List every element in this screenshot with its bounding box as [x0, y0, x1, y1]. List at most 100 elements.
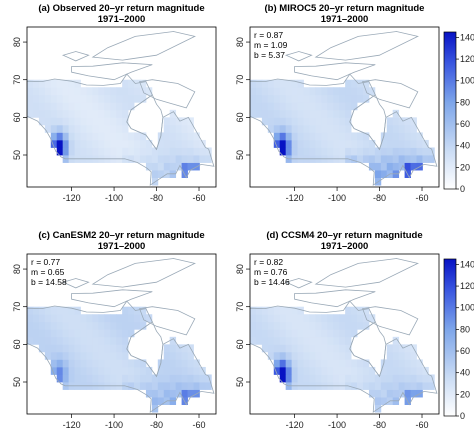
grid-cell [422, 382, 429, 390]
grid-cell [44, 124, 52, 133]
grid-cell [74, 336, 81, 345]
grid-cell [44, 321, 52, 330]
grid-cell [303, 321, 310, 330]
grid-cell [279, 329, 287, 338]
grid-cell [157, 382, 165, 390]
grid-cell [291, 359, 298, 368]
grid-cell [380, 374, 388, 383]
grid-cell [32, 102, 40, 111]
grid-cell [404, 374, 411, 383]
grid-cell [92, 344, 99, 353]
grid-cell [345, 79, 352, 88]
grid-cell [297, 139, 304, 148]
grid-cell [134, 87, 141, 96]
grid-cell [392, 162, 400, 171]
grid-cell [80, 132, 87, 141]
grid-cell [327, 139, 334, 148]
grid-cell [398, 382, 405, 390]
grid-cell [110, 117, 117, 126]
grid-cell [128, 79, 135, 88]
grid-cell [169, 359, 177, 368]
grid-cell [110, 314, 117, 323]
grid-cell [285, 139, 293, 148]
x-tick-label: -120 [286, 420, 304, 430]
grid-cell [175, 162, 182, 171]
grid-cell [255, 314, 263, 323]
grid-cell [416, 132, 423, 141]
grid-cell [285, 79, 293, 88]
panel-title: (a) Observed 20–yr return magnitude [38, 3, 204, 14]
grid-cell [333, 147, 340, 156]
grid-cell [309, 124, 316, 133]
grid-cell [386, 155, 394, 163]
grid-cell [345, 139, 352, 148]
grid-cell [327, 321, 334, 330]
grid-cell [261, 102, 269, 111]
grid-cell [175, 389, 182, 398]
grid-cell [86, 329, 93, 338]
grid-cell [261, 336, 269, 345]
arctic-island-outline [294, 289, 376, 308]
grid-cell [250, 321, 257, 330]
grid-cell [104, 102, 111, 111]
grid-cell [273, 109, 281, 118]
grid-cell [339, 374, 346, 383]
grid-cell [163, 162, 171, 171]
x-tick-label: -60 [416, 420, 429, 430]
grid-cell [80, 117, 87, 126]
grid-cell [297, 351, 304, 360]
grid-cell [273, 359, 281, 368]
grid-cell [151, 147, 159, 156]
grid-cell [315, 87, 322, 96]
grid-cell [279, 344, 287, 353]
grid-cell [392, 155, 400, 163]
grid-cell [357, 155, 364, 163]
grid-cell [44, 109, 52, 118]
coastline [27, 73, 215, 186]
grid-cell [279, 117, 287, 126]
grid-cell [368, 155, 376, 163]
grid-cell [422, 139, 429, 148]
grid-cell [27, 102, 34, 111]
grid-cell [273, 344, 281, 353]
grid-cell [357, 306, 364, 315]
x-tick-label: -80 [150, 420, 163, 430]
grid-cell [267, 109, 275, 118]
grid-cell [175, 132, 182, 141]
grid-cell [261, 306, 269, 315]
grid-cell [163, 366, 171, 375]
grid-cell [315, 336, 322, 345]
grid-cell [62, 109, 70, 118]
grid-cell [368, 382, 376, 390]
grid-cell [116, 351, 123, 360]
grid-cell [104, 344, 111, 353]
grid-cell [181, 351, 188, 360]
grid-cell [309, 109, 316, 118]
grid-cell [139, 366, 147, 375]
grid-cell [291, 321, 298, 330]
grid-cell [38, 94, 46, 103]
grid-cell [199, 139, 206, 148]
grid-cell [398, 162, 405, 171]
grid-cell [134, 139, 141, 148]
grid-cell [351, 87, 358, 96]
grid-cell [291, 87, 298, 96]
grid-cell [74, 374, 81, 383]
colorbar-tick-label: 20 [460, 389, 470, 399]
grid-cell [250, 109, 257, 118]
grid-cell [92, 314, 99, 323]
grid-cell [321, 351, 328, 360]
grid-cell [163, 389, 171, 398]
grid-cell [62, 344, 70, 353]
grid-cell [62, 336, 70, 345]
grid-cell [297, 147, 304, 156]
grid-cell [62, 374, 70, 383]
grid-cell [74, 366, 81, 375]
panel-b: (b) MIROC5 20–yr return magnitude1971–20… [235, 3, 474, 203]
grid-cell [410, 382, 417, 390]
grid-cell [27, 329, 34, 338]
grid-cell [104, 124, 111, 133]
coastline [250, 73, 438, 186]
grid-cell [68, 359, 75, 368]
